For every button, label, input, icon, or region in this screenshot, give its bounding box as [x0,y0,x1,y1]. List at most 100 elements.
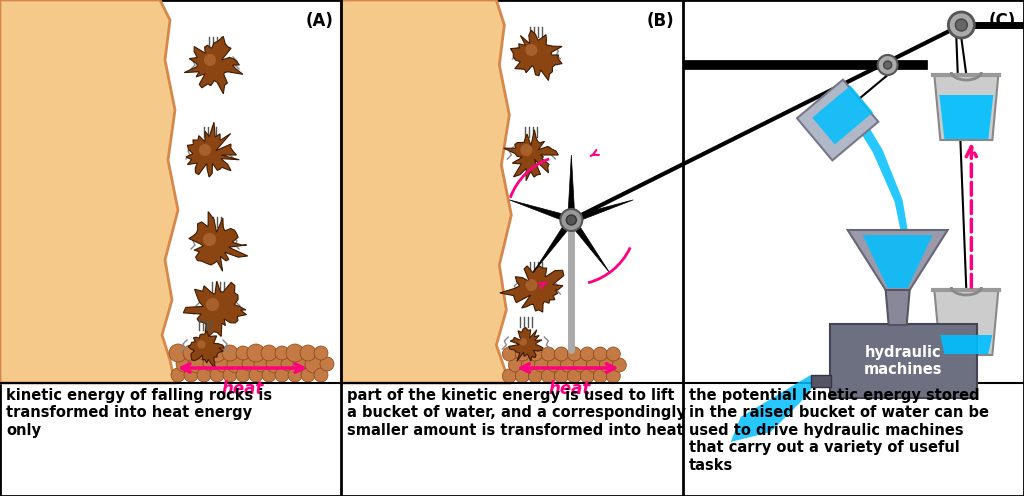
Polygon shape [186,122,240,177]
Text: heat: heat [222,380,264,398]
Polygon shape [184,36,243,94]
Circle shape [554,369,568,383]
Circle shape [210,368,224,382]
Circle shape [567,369,582,383]
Circle shape [176,356,193,372]
Circle shape [169,344,187,362]
Circle shape [519,338,527,346]
Circle shape [593,369,607,383]
Circle shape [215,356,231,372]
Circle shape [587,358,600,372]
Circle shape [188,355,206,373]
Circle shape [535,358,548,372]
Polygon shape [886,290,909,325]
Circle shape [206,298,219,311]
Polygon shape [568,155,574,220]
Circle shape [593,347,607,361]
Polygon shape [0,0,178,383]
Circle shape [528,369,543,383]
Polygon shape [500,266,564,312]
Text: the potential kinetic energy stored
in the raised bucket of water can be
used to: the potential kinetic energy stored in t… [689,388,988,473]
Circle shape [503,369,516,383]
Circle shape [249,368,263,382]
Circle shape [286,344,304,362]
FancyBboxPatch shape [829,324,977,398]
Circle shape [554,347,568,361]
Circle shape [599,358,613,372]
Circle shape [203,357,217,371]
Circle shape [515,347,529,361]
Circle shape [566,215,577,225]
Text: (A): (A) [305,12,334,30]
Circle shape [203,233,216,246]
Circle shape [208,344,226,362]
Circle shape [884,61,892,69]
Polygon shape [509,327,543,361]
Circle shape [199,144,211,156]
Circle shape [503,347,516,361]
Text: kinetic energy of falling rocks is
transformed into heat energy
only: kinetic energy of falling rocks is trans… [6,388,272,438]
Circle shape [262,368,276,382]
Polygon shape [797,80,879,160]
Circle shape [573,358,588,372]
Circle shape [581,369,594,383]
Circle shape [525,279,538,291]
Circle shape [520,144,532,156]
Circle shape [955,19,968,31]
Circle shape [515,369,529,383]
Circle shape [560,209,583,231]
Circle shape [301,368,315,382]
Circle shape [567,347,582,361]
Polygon shape [812,85,873,144]
Circle shape [525,44,538,56]
Circle shape [606,347,621,361]
Bar [811,375,830,387]
Circle shape [261,345,278,361]
Circle shape [878,55,898,75]
Circle shape [508,358,522,372]
Polygon shape [939,95,993,139]
Polygon shape [188,330,224,369]
Circle shape [227,355,245,373]
Polygon shape [934,290,998,355]
Circle shape [542,347,555,361]
Circle shape [171,368,185,382]
Circle shape [319,357,334,371]
Circle shape [236,346,250,360]
Circle shape [198,340,206,349]
Circle shape [528,347,543,361]
Circle shape [236,368,250,382]
Circle shape [560,358,574,372]
Polygon shape [188,212,248,271]
Circle shape [293,356,309,372]
Circle shape [548,358,561,372]
Polygon shape [940,335,992,354]
Polygon shape [571,200,633,220]
Text: heat: heat [548,380,591,398]
Circle shape [197,368,211,382]
Circle shape [281,357,295,371]
Circle shape [314,346,328,360]
Circle shape [204,54,216,66]
Circle shape [275,368,289,382]
Circle shape [254,356,270,372]
Circle shape [184,368,198,382]
Text: (C): (C) [989,12,1016,30]
Circle shape [606,369,621,383]
Polygon shape [934,75,998,140]
Polygon shape [510,30,562,80]
Polygon shape [848,230,947,290]
Circle shape [183,345,199,361]
Circle shape [542,369,555,383]
Polygon shape [731,375,813,442]
Polygon shape [534,220,571,273]
Polygon shape [510,200,571,220]
Circle shape [581,347,594,361]
Circle shape [197,346,211,360]
Circle shape [266,355,284,373]
Circle shape [314,368,328,382]
Circle shape [223,368,237,382]
Circle shape [222,345,238,361]
Text: hydraulic
machines: hydraulic machines [864,345,942,377]
Polygon shape [862,235,933,288]
